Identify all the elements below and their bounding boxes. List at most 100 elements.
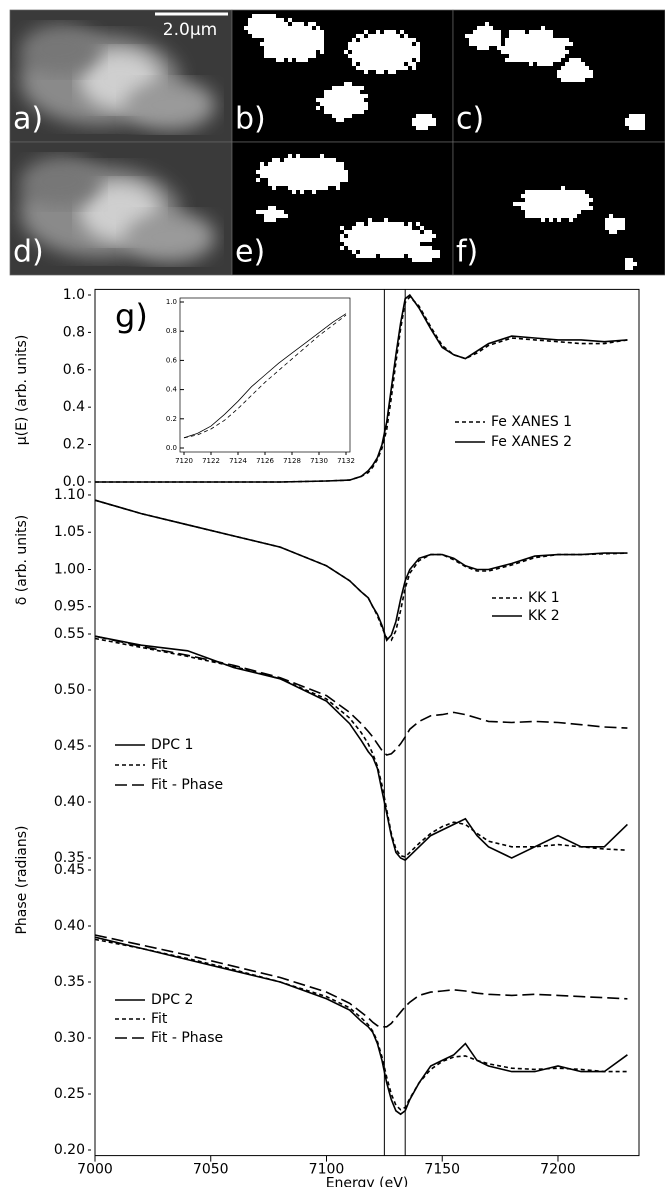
pixel bbox=[336, 90, 340, 94]
pixel bbox=[364, 38, 368, 42]
pixel bbox=[360, 226, 364, 230]
pixel bbox=[537, 190, 541, 194]
pixel bbox=[529, 198, 533, 202]
pixel bbox=[525, 206, 529, 210]
pixel bbox=[324, 158, 328, 162]
pixel bbox=[332, 94, 336, 98]
series-line bbox=[94, 934, 628, 1028]
pixel bbox=[352, 62, 356, 66]
pixel bbox=[416, 42, 420, 46]
pixel bbox=[352, 90, 356, 94]
pixel bbox=[264, 166, 268, 170]
pixel bbox=[364, 230, 368, 234]
pixel bbox=[557, 46, 561, 50]
pixel bbox=[316, 178, 320, 182]
pixel bbox=[428, 122, 432, 126]
pixel bbox=[380, 254, 384, 258]
pixel bbox=[581, 62, 585, 66]
pixel bbox=[541, 46, 545, 50]
pixel bbox=[613, 222, 617, 226]
pixel bbox=[296, 58, 300, 62]
pixel bbox=[292, 46, 296, 50]
pixel bbox=[497, 38, 501, 42]
pixel bbox=[529, 38, 533, 42]
pixel bbox=[356, 46, 360, 50]
series-line bbox=[94, 635, 628, 862]
pixel bbox=[384, 242, 388, 246]
pixel bbox=[529, 54, 533, 58]
pixel bbox=[300, 46, 304, 50]
pixel bbox=[617, 222, 621, 226]
pixel bbox=[316, 46, 320, 50]
pixel bbox=[408, 46, 412, 50]
pixel bbox=[292, 166, 296, 170]
pixel bbox=[348, 102, 352, 106]
pixel bbox=[404, 66, 408, 70]
pixel bbox=[344, 110, 348, 114]
gray-image bbox=[10, 10, 232, 142]
pixel bbox=[352, 94, 356, 98]
pixel bbox=[477, 26, 481, 30]
pixel bbox=[268, 210, 272, 214]
pixel bbox=[545, 58, 549, 62]
pixel bbox=[477, 42, 481, 46]
pixel bbox=[569, 62, 573, 66]
pixel bbox=[376, 250, 380, 254]
pixel bbox=[400, 226, 404, 230]
pixel bbox=[372, 250, 376, 254]
pixel bbox=[316, 34, 320, 38]
pixel bbox=[388, 246, 392, 250]
pixel bbox=[384, 226, 388, 230]
pixel bbox=[549, 190, 553, 194]
pixel bbox=[529, 202, 533, 206]
pixel bbox=[565, 202, 569, 206]
pixel bbox=[280, 54, 284, 58]
pixel bbox=[553, 202, 557, 206]
pixel bbox=[376, 38, 380, 42]
pixel bbox=[525, 34, 529, 38]
pixel bbox=[525, 190, 529, 194]
pixel bbox=[521, 34, 525, 38]
pixel bbox=[288, 30, 292, 34]
y-tick-label: 1.10 bbox=[54, 487, 85, 503]
pixel bbox=[420, 118, 424, 122]
pixel bbox=[304, 50, 308, 54]
pixel bbox=[561, 202, 565, 206]
pixel bbox=[404, 58, 408, 62]
pixel bbox=[248, 22, 252, 26]
pixel bbox=[505, 38, 509, 42]
pixel bbox=[360, 66, 364, 70]
pixel bbox=[533, 206, 537, 210]
pixel bbox=[284, 214, 288, 218]
y-tick-label: 0.40 bbox=[54, 918, 85, 934]
pixel bbox=[404, 54, 408, 58]
pixel bbox=[549, 206, 553, 210]
pixel bbox=[416, 122, 420, 126]
pixel bbox=[252, 34, 256, 38]
pixel bbox=[408, 230, 412, 234]
pixel bbox=[553, 50, 557, 54]
series-line bbox=[95, 293, 628, 483]
pixel bbox=[412, 250, 416, 254]
pixel bbox=[489, 38, 493, 42]
pixel bbox=[585, 70, 589, 74]
pixel bbox=[388, 222, 392, 226]
pixel bbox=[609, 218, 613, 222]
pixel bbox=[533, 210, 537, 214]
pixel bbox=[284, 178, 288, 182]
pixel bbox=[364, 42, 368, 46]
pixel bbox=[284, 166, 288, 170]
pixel bbox=[364, 58, 368, 62]
pixel bbox=[537, 206, 541, 210]
pixel bbox=[412, 118, 416, 122]
pixel bbox=[332, 114, 336, 118]
pixel bbox=[517, 58, 521, 62]
pixel bbox=[280, 174, 284, 178]
pixel bbox=[549, 218, 553, 222]
pixel bbox=[304, 166, 308, 170]
pixel bbox=[296, 158, 300, 162]
pixel bbox=[260, 14, 264, 18]
pixel bbox=[549, 30, 553, 34]
pixel bbox=[352, 230, 356, 234]
pixel bbox=[537, 202, 541, 206]
